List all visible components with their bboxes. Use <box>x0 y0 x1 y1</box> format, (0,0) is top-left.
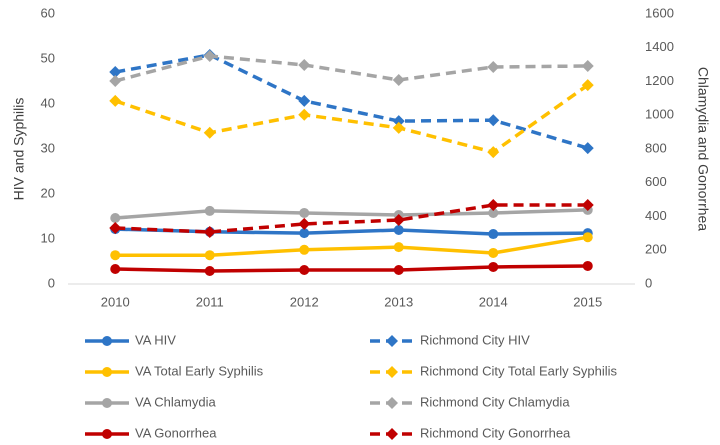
point <box>487 199 500 212</box>
y2-tick-label: 800 <box>645 140 667 155</box>
y2-tick-label: 200 <box>645 242 667 257</box>
legend-marker <box>102 429 112 439</box>
legend-marker <box>386 428 398 440</box>
y-tick-label: 50 <box>41 50 55 65</box>
point <box>392 115 405 128</box>
point <box>488 261 499 272</box>
legend-marker <box>386 335 398 347</box>
y-tick-label: 10 <box>41 230 55 245</box>
point <box>299 228 310 239</box>
legend-label: VA HIV <box>135 332 176 347</box>
point <box>582 260 593 271</box>
point <box>204 266 215 277</box>
point <box>488 207 499 218</box>
point <box>393 225 404 235</box>
legend-label: Richmond City Total Early Syphilis <box>420 363 617 378</box>
legend-label: Richmond City HIV <box>420 332 530 347</box>
y2-tick-label: 1400 <box>645 39 674 54</box>
point <box>110 250 121 261</box>
x-tick-label: 2012 <box>290 294 319 309</box>
point <box>581 59 594 72</box>
y2-tick-label: 0 <box>645 275 652 290</box>
point <box>393 264 404 275</box>
series-line <box>114 54 588 83</box>
point <box>581 199 594 212</box>
legend-label: VA Total Early Syphilis <box>135 363 264 378</box>
point <box>487 146 500 159</box>
point <box>488 247 499 258</box>
point <box>109 66 122 79</box>
y2-tick-label: 1600 <box>645 5 674 20</box>
point <box>488 229 499 240</box>
y-tick-label: 20 <box>41 185 55 200</box>
series-line <box>115 227 588 236</box>
point <box>582 232 593 243</box>
legend-marker <box>102 336 112 346</box>
y2-tick-label: 1000 <box>645 107 674 122</box>
legend-label: VA Chlamydia <box>135 394 216 409</box>
legend-marker <box>386 366 398 378</box>
series-line <box>114 53 589 150</box>
series-line <box>114 83 589 155</box>
point <box>110 213 121 224</box>
y-tick-label: 30 <box>41 140 55 155</box>
y-tick-label: 40 <box>41 95 55 110</box>
point <box>581 142 594 155</box>
x-tick-label: 2014 <box>479 294 508 309</box>
x-tick-label: 2010 <box>101 294 130 309</box>
point <box>299 244 310 255</box>
x-tick-label: 2011 <box>196 294 224 309</box>
point <box>203 50 216 63</box>
point <box>392 73 405 86</box>
point <box>487 114 500 127</box>
point <box>298 217 311 230</box>
point <box>109 94 122 107</box>
legend-marker <box>102 398 112 408</box>
y-axis-title: HIV and Syphilis <box>11 98 27 201</box>
y2-axis-title: Chlamydia and Gonorrhea <box>695 67 711 231</box>
x-tick-label: 2015 <box>573 294 602 309</box>
point <box>299 264 310 275</box>
point <box>203 226 216 239</box>
y2-tick-label: 400 <box>645 208 667 223</box>
legend-marker <box>386 397 398 409</box>
x-tick-label: 2013 <box>384 294 413 309</box>
legend-label: VA Gonorrhea <box>135 425 217 440</box>
point <box>581 79 594 92</box>
point <box>204 250 215 261</box>
point <box>392 214 405 227</box>
y2-tick-label: 1200 <box>645 73 674 88</box>
point <box>298 94 311 107</box>
point <box>298 108 311 121</box>
point <box>203 126 216 139</box>
point <box>299 207 310 218</box>
point <box>109 74 122 87</box>
point <box>109 221 122 234</box>
point <box>204 205 215 216</box>
y2-tick-label: 600 <box>645 174 667 189</box>
point <box>298 58 311 71</box>
y-tick-label: 0 <box>48 275 55 290</box>
series-line <box>115 203 588 234</box>
point <box>393 242 404 253</box>
series-line <box>115 208 588 220</box>
series-line <box>115 235 589 257</box>
point <box>487 60 500 73</box>
y-tick-label: 60 <box>41 5 55 20</box>
series-line <box>115 264 588 273</box>
legend-marker <box>102 367 112 377</box>
point <box>392 121 405 134</box>
point <box>110 263 121 274</box>
legend-label: Richmond City Chlamydia <box>420 394 570 409</box>
legend-label: Richmond City Gonorrhea <box>420 425 571 440</box>
